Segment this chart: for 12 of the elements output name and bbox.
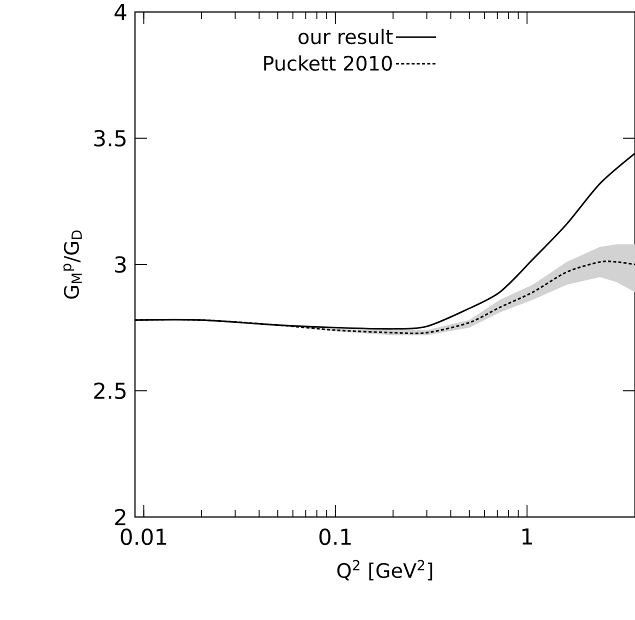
legend-label: our result <box>298 28 393 44</box>
y-axis-title: G$_{M}$$^{p}$/G$_{D}$ <box>63 230 82 299</box>
x-tick-label: 0.1 <box>319 528 351 546</box>
y-tick-label: 2.5 <box>94 382 126 400</box>
y-tick-label: 4 <box>114 4 126 20</box>
x-tick-label: 0.01 <box>120 528 166 546</box>
y-tick-label: 3.5 <box>94 130 126 147</box>
y-tick-label: 3 <box>115 256 126 273</box>
legend-label: Puckett 2010 <box>264 55 392 71</box>
x-axis-title: Q$^{2}$ [GeV$^{2}$] <box>337 560 432 580</box>
x-tick-label: 1 <box>522 528 532 544</box>
y-tick-label: 2 <box>115 508 126 526</box>
